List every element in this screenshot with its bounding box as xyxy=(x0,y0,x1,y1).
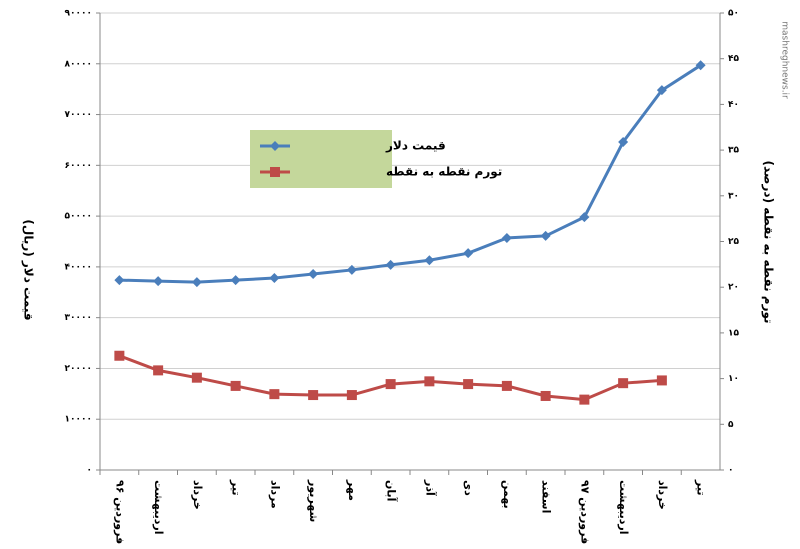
marker xyxy=(656,375,667,386)
y-tick-label: ۱۰۰۰۰ xyxy=(65,415,92,425)
y2-tick-label: ۱۰ xyxy=(728,374,739,384)
marker xyxy=(269,389,280,400)
marker xyxy=(424,376,435,387)
legend-marker xyxy=(270,167,280,177)
y2-tick-label: ۲۰ xyxy=(728,283,739,293)
marker xyxy=(153,365,164,376)
legend-label: قیمت دلار xyxy=(385,139,446,153)
legend-marker xyxy=(270,141,280,151)
y2-tick-label: ۴۰ xyxy=(728,100,739,110)
y2-tick-label: ۲۵ xyxy=(728,237,739,247)
y-tick-label: ۸۰۰۰۰ xyxy=(65,59,92,69)
x-tick-label: شهریور xyxy=(307,479,320,522)
x-tick-label: دی xyxy=(462,480,475,496)
marker xyxy=(385,379,396,390)
y-tick-label: ۷۰۰۰۰ xyxy=(65,110,92,120)
x-tick-label: آذر xyxy=(423,479,437,496)
marker xyxy=(230,380,241,391)
marker xyxy=(540,390,551,401)
x-tick-label: اسفند xyxy=(540,480,553,513)
y2-tick-label: ۰ xyxy=(728,466,734,476)
y-tick-label: ۲۰۰۰۰ xyxy=(65,364,92,374)
x-tick-label: خرداد xyxy=(656,480,669,510)
y2-tick-label: ۱۵ xyxy=(728,328,739,338)
y-tick-label: ۵۰۰۰۰ xyxy=(65,212,92,222)
series-line xyxy=(119,64,702,284)
x-tick-label: تیر xyxy=(230,479,243,495)
x-tick-label: آبان xyxy=(385,480,399,502)
marker xyxy=(385,259,396,270)
marker xyxy=(230,275,241,286)
marker xyxy=(191,372,202,383)
x-tick-label: مرداد xyxy=(268,480,281,509)
x-tick-label: اردیبهشت xyxy=(617,480,630,534)
y-tick-label: ۶۰۰۰۰ xyxy=(65,161,92,171)
y-tick-label: ۴۰۰۰۰ xyxy=(65,262,92,272)
y2-axis-title: تورم نقطه به نقطه (درصد) xyxy=(761,160,776,323)
x-tick-label: فروردین ۹۷ xyxy=(578,480,591,544)
marker xyxy=(463,379,474,390)
marker xyxy=(463,248,474,259)
marker xyxy=(308,268,319,279)
marker xyxy=(656,85,667,96)
y2-tick-label: ۳۰ xyxy=(728,191,739,201)
watermark: mashreghnews.ir xyxy=(780,21,790,99)
marker xyxy=(191,277,202,288)
legend-label: تورم نقطه به نقطه xyxy=(386,165,502,180)
marker xyxy=(114,350,125,361)
marker xyxy=(346,390,357,401)
y-axis-title: قیمت دلار (ریال) xyxy=(22,219,36,320)
y2-tick-label: ۴۵ xyxy=(728,54,739,64)
marker xyxy=(501,380,512,391)
marker xyxy=(424,255,435,266)
marker xyxy=(540,230,551,241)
x-tick-label: فروردین ۹۶ xyxy=(113,480,126,544)
y2-tick-label: ۳۵ xyxy=(728,146,739,156)
y2-tick-label: ۵ xyxy=(728,420,734,430)
marker xyxy=(114,275,125,286)
marker xyxy=(579,394,590,405)
marker xyxy=(346,264,357,275)
y-tick-label: ۹۰۰۰۰ xyxy=(65,9,92,19)
marker xyxy=(618,136,629,147)
marker xyxy=(153,276,164,287)
marker xyxy=(501,232,512,243)
x-tick-label: تیر xyxy=(695,479,708,495)
x-tick-label: خرداد xyxy=(191,480,204,510)
marker xyxy=(695,60,706,71)
y-tick-label: ۳۰۰۰۰ xyxy=(65,313,92,323)
marker xyxy=(579,212,590,223)
x-tick-label: اردیبهشت xyxy=(152,480,165,534)
marker xyxy=(269,273,280,284)
x-tick-label: بهمن xyxy=(501,480,514,509)
marker xyxy=(308,390,319,401)
y-tick-label: ۰ xyxy=(87,466,93,476)
legend-box xyxy=(250,130,392,188)
marker xyxy=(618,378,629,389)
y2-tick-label: ۵۰ xyxy=(728,9,739,19)
x-tick-label: مهر xyxy=(346,479,359,501)
